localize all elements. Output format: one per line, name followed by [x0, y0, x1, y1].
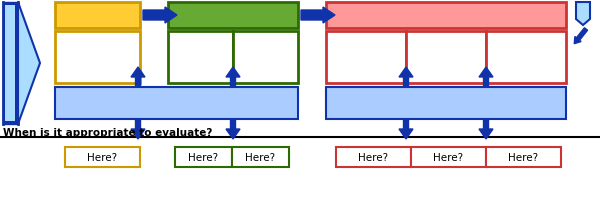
Polygon shape	[18, 3, 40, 124]
Text: When is it appropriate to evaluate?: When is it appropriate to evaluate?	[3, 127, 212, 137]
Bar	[168, 3, 298, 29]
FancyArrow shape	[226, 119, 240, 139]
Bar	[5, 6, 15, 121]
Bar	[55, 3, 140, 29]
FancyArrow shape	[399, 119, 413, 139]
Bar	[411, 147, 486, 167]
FancyArrow shape	[131, 119, 145, 139]
Bar	[486, 147, 561, 167]
Bar	[3, 3, 18, 124]
Bar	[233, 32, 298, 84]
FancyArrow shape	[131, 68, 145, 88]
Text: Here?: Here?	[508, 152, 538, 162]
Text: Here?: Here?	[358, 152, 388, 162]
Bar	[406, 32, 486, 84]
FancyArrow shape	[479, 119, 493, 139]
Bar	[326, 32, 406, 84]
Bar	[65, 147, 140, 167]
Text: Here?: Here?	[87, 152, 117, 162]
FancyArrow shape	[479, 68, 493, 88]
Text: Here?: Here?	[245, 152, 275, 162]
FancyArrow shape	[301, 8, 335, 24]
Bar	[232, 147, 289, 167]
Bar	[486, 32, 566, 84]
Bar	[326, 3, 566, 29]
Bar	[336, 147, 411, 167]
Polygon shape	[576, 3, 590, 26]
Bar	[175, 147, 232, 167]
Bar	[55, 88, 298, 119]
FancyArrow shape	[226, 68, 240, 88]
Bar	[168, 32, 233, 84]
Text: Here?: Here?	[188, 152, 218, 162]
Bar	[55, 32, 140, 84]
FancyArrow shape	[574, 29, 587, 44]
FancyArrow shape	[143, 8, 177, 24]
FancyArrow shape	[399, 68, 413, 88]
Text: Here?: Here?	[433, 152, 463, 162]
Bar	[326, 88, 566, 119]
